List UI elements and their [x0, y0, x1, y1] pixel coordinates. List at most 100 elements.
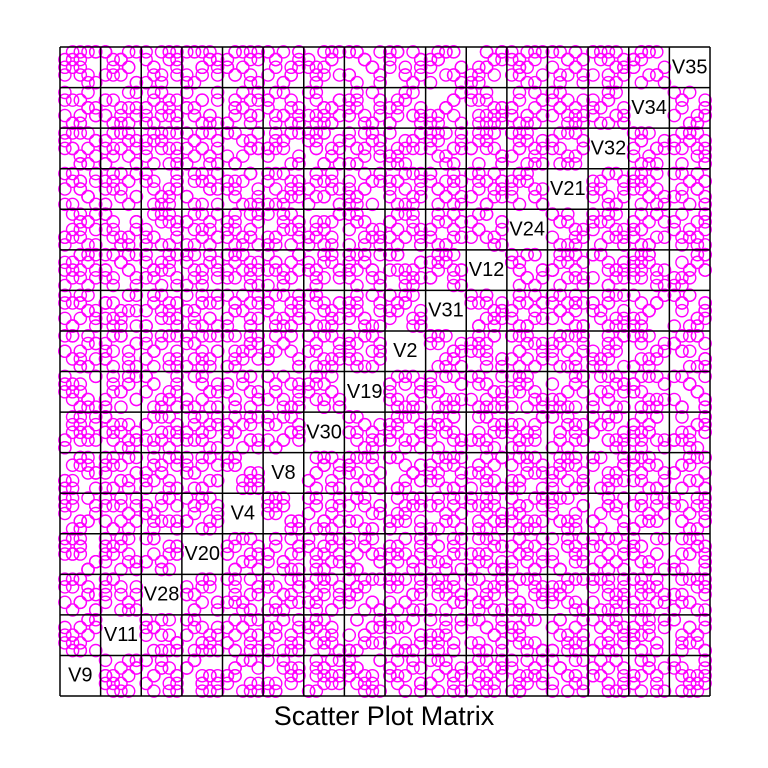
data-point: [228, 628, 242, 642]
data-point: [373, 466, 387, 480]
data-point: [170, 352, 184, 366]
data-point: [139, 531, 153, 546]
data-point: [350, 676, 364, 691]
data-point: [520, 133, 534, 148]
data-point: [301, 385, 316, 399]
data-point: [675, 255, 689, 270]
data-point: [479, 108, 494, 123]
data-point: [634, 207, 649, 221]
data-point: [423, 385, 438, 399]
data-point: [479, 481, 494, 496]
data-point: [431, 572, 446, 586]
data-point: [690, 385, 705, 399]
data-point: [634, 166, 649, 181]
data-point: [195, 620, 209, 635]
data-point: [317, 157, 331, 171]
data-point: [545, 133, 560, 148]
data-point: [210, 506, 225, 521]
data-point: [65, 296, 80, 310]
data-point: [243, 222, 258, 237]
data-point: [58, 433, 72, 447]
data-point: [268, 595, 283, 610]
data-point: [228, 126, 242, 140]
data-point: [545, 554, 560, 569]
data-point: [98, 539, 113, 554]
data-point: [243, 336, 258, 351]
data-point: [487, 491, 502, 505]
data-point: [682, 522, 697, 536]
data-point: [187, 271, 202, 285]
data-point: [243, 612, 258, 627]
data-point: [586, 344, 600, 359]
data-point: [495, 392, 509, 407]
data-point: [528, 75, 542, 90]
data-point: [147, 93, 161, 107]
data-point: [675, 514, 689, 528]
data-point: [446, 197, 461, 212]
data-point: [675, 400, 689, 414]
data-point: [147, 684, 161, 698]
data-point: [342, 93, 357, 107]
data-point: [342, 514, 357, 528]
data-point: [586, 450, 600, 465]
data-point: [504, 620, 519, 635]
data-point: [512, 506, 527, 521]
data-point: [423, 108, 438, 123]
data-point: [365, 531, 380, 546]
data-point: [121, 473, 136, 488]
data-point: [390, 554, 405, 569]
data-point: [292, 417, 306, 432]
data-point: [317, 392, 331, 407]
data-point: [528, 450, 542, 465]
data-point: [487, 603, 502, 617]
data-point: [650, 410, 664, 424]
data-point: [203, 359, 217, 374]
data-point: [690, 319, 705, 333]
data-point: [58, 238, 72, 252]
data-point: [446, 222, 461, 237]
data-point: [243, 197, 258, 212]
data-point: [179, 303, 194, 318]
data-point: [325, 522, 339, 536]
data-point: [139, 149, 153, 163]
data-point: [187, 336, 202, 351]
data-point: [690, 580, 705, 594]
data-point: [332, 653, 347, 668]
data-point: [309, 359, 324, 374]
data-point: [439, 580, 453, 594]
data-point: [593, 303, 608, 318]
data-point: [439, 458, 453, 472]
data-point: [139, 247, 153, 262]
data-point: [121, 352, 136, 366]
data-point: [657, 288, 672, 303]
data-point: [139, 75, 153, 90]
data-point: [472, 466, 486, 480]
data-point: [342, 661, 357, 675]
data-point: [261, 197, 275, 212]
data-point: [147, 359, 161, 374]
data-point: [675, 278, 689, 293]
data-point: [553, 85, 567, 100]
data-point: [520, 653, 534, 668]
data-point: [309, 491, 324, 505]
data-point: [139, 303, 153, 318]
data-point: [545, 620, 560, 635]
data-point: [220, 174, 235, 189]
data-point: [317, 458, 331, 472]
data-point: [276, 108, 291, 123]
data-point: [203, 157, 217, 171]
data-point: [292, 101, 306, 115]
data-point: [88, 247, 103, 262]
data-point: [236, 85, 250, 100]
data-point: [292, 303, 306, 318]
data-point: [479, 554, 494, 569]
data-point: [114, 52, 128, 67]
data-point: [170, 433, 184, 447]
data-point: [495, 359, 509, 374]
data-point: [365, 60, 380, 75]
data-point: [342, 263, 357, 277]
data-point: [520, 522, 534, 536]
data-point: [495, 668, 509, 683]
data-point: [431, 385, 446, 399]
data-point: [170, 116, 184, 131]
